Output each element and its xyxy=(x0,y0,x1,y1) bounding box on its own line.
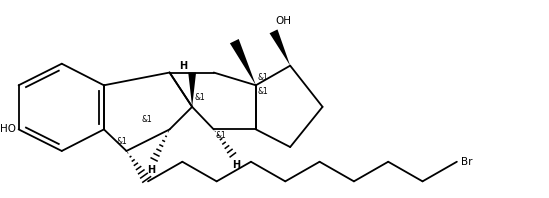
Polygon shape xyxy=(270,30,290,66)
Text: &1: &1 xyxy=(116,137,127,146)
Text: H: H xyxy=(147,165,155,175)
Text: HO: HO xyxy=(0,124,16,134)
Text: &1: &1 xyxy=(194,93,205,102)
Text: H: H xyxy=(179,61,187,70)
Text: &1: &1 xyxy=(258,87,268,96)
Text: OH: OH xyxy=(276,16,292,27)
Text: &1: &1 xyxy=(216,131,226,140)
Polygon shape xyxy=(188,72,196,107)
Polygon shape xyxy=(230,39,256,85)
Text: &1: &1 xyxy=(141,115,152,125)
Text: &1: &1 xyxy=(258,73,268,82)
Text: H: H xyxy=(232,160,240,170)
Text: Br: Br xyxy=(461,157,472,167)
